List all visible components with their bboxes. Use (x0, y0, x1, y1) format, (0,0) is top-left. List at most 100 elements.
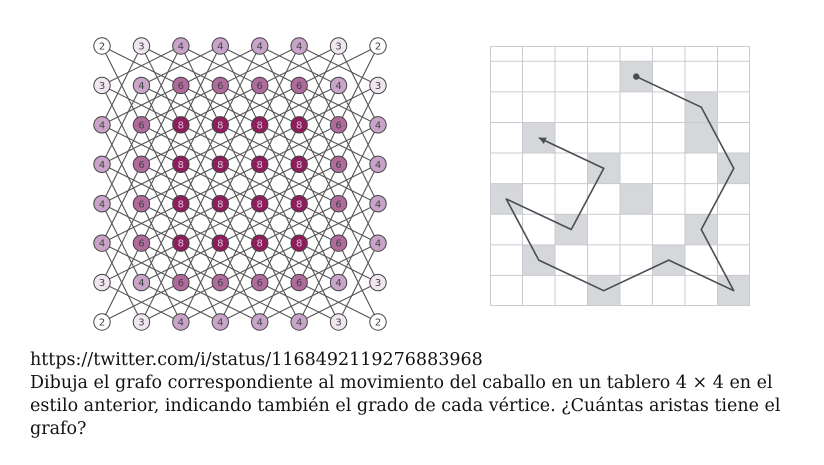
vertex-circle (329, 37, 348, 55)
knight-degree-graph: 2 3 4 4 4 4 3 2 3 4 6 6 6 6 4 3 4 6 8 8 8 8 6 4 4 6 8 8 8 8 6 4 4 6 8 8 8 8 6 4… (93, 37, 387, 331)
vertex-circle (172, 37, 190, 55)
vertex-degree-label: 2 (375, 318, 381, 329)
knight-edge (220, 163, 300, 205)
vertex-degree-label: 6 (138, 160, 144, 171)
knight-edge (140, 45, 182, 126)
vertex: 4 (251, 37, 269, 55)
knight-edge (220, 203, 300, 244)
knight-edge (298, 242, 379, 284)
vertex-circle (290, 234, 308, 252)
knight-edge (140, 85, 182, 165)
knight-edge (298, 242, 340, 323)
vertex-circle (329, 313, 348, 331)
knight-edge (259, 85, 300, 165)
knight-edge (259, 45, 339, 86)
knight-edge (101, 45, 142, 126)
vertex-degree-label: 8 (178, 199, 184, 210)
vertex-degree-label: 3 (375, 278, 381, 289)
vertex-degree-label: 8 (257, 160, 263, 171)
knight-edge (180, 282, 260, 323)
knight-edge (259, 203, 300, 283)
vertex: 6 (251, 76, 269, 95)
vertex: 8 (251, 116, 269, 134)
vertex: 6 (251, 273, 269, 292)
vertex-circle (211, 273, 229, 292)
vertex: 3 (132, 37, 151, 55)
vertex-circle (369, 234, 387, 252)
vertex-degree-label: 6 (138, 239, 144, 250)
vertex-degree-label: 3 (335, 42, 341, 53)
vertex-circle (172, 313, 190, 331)
caption: https://twitter.com/i/status/11684921192… (30, 349, 810, 441)
knight-edge (140, 124, 182, 204)
knight-edge (220, 84, 300, 126)
vertex: 8 (251, 195, 269, 213)
vertex-degree-label: 8 (178, 239, 184, 250)
vertex-degree-label: 8 (296, 239, 302, 250)
vertex-degree-label: 4 (335, 81, 341, 92)
vertex: 4 (369, 155, 387, 173)
vertex: 3 (329, 37, 348, 55)
knight-edge (259, 203, 339, 244)
vertex-degree-label: 4 (99, 239, 105, 250)
vertex-degree-label: 3 (375, 81, 381, 92)
visited-square (620, 183, 653, 215)
knight-edge (141, 203, 221, 244)
vertex-degree-label: 8 (217, 120, 223, 131)
vertex: 6 (132, 234, 151, 252)
vertex-degree-label: 6 (178, 278, 184, 289)
vertex-degree-label: 4 (138, 81, 144, 92)
vertex: 4 (329, 273, 348, 292)
vertex-circle (211, 76, 229, 95)
vertex: 8 (172, 116, 190, 134)
vertex: 6 (211, 76, 229, 95)
board-grid (490, 46, 750, 306)
knight-edge (298, 84, 379, 126)
knight-edge (180, 124, 221, 204)
vertex-degree-label: 4 (178, 318, 184, 329)
knight-edge (140, 242, 182, 323)
knight-move-edges (101, 45, 379, 323)
vertex-degree-label: 6 (178, 81, 184, 92)
vertex: 6 (329, 116, 348, 134)
vertex-circle (211, 313, 229, 331)
exercise-prompt: Dibuja el grafo correspondiente al movim… (30, 373, 781, 439)
vertex: 8 (290, 195, 308, 213)
tour-line (505, 75, 735, 292)
vertex-degree-label: 2 (99, 42, 105, 53)
vertex-circle (132, 37, 151, 55)
vertex: 3 (369, 273, 387, 292)
vertex-circle (369, 116, 387, 134)
vertex-circle (251, 273, 269, 292)
vertex-circle (290, 37, 308, 55)
tour-arrowhead (538, 137, 547, 144)
knight-edge (259, 242, 339, 284)
vertex-circle (369, 195, 387, 213)
knight-edge (298, 45, 379, 86)
knight-edge (180, 124, 260, 165)
knight-edge (101, 84, 182, 126)
vertex-circle (93, 273, 111, 292)
knight-edge (298, 164, 340, 244)
vertex-degree-label: 6 (138, 199, 144, 210)
vertex-degree-label: 4 (138, 278, 144, 289)
vertex-circle (93, 37, 111, 55)
vertex-degree-label: 4 (335, 278, 341, 289)
vertex: 6 (172, 76, 190, 95)
knight-edge (101, 282, 182, 323)
knight-edge (259, 242, 300, 323)
knight-edge (141, 45, 221, 86)
knight-edge (219, 164, 261, 244)
vertex-circle (93, 234, 111, 252)
vertex: 6 (329, 195, 348, 213)
vertex-degree-label: 4 (375, 160, 381, 171)
vertex-degree-label: 6 (138, 120, 144, 131)
vertex: 6 (211, 273, 229, 292)
knight-edge (298, 203, 340, 283)
vertex-circle (93, 155, 111, 173)
vertex-degree-label: 8 (257, 199, 263, 210)
vertex: 4 (211, 37, 229, 55)
knight-edge (338, 85, 379, 165)
vertex: 4 (369, 116, 387, 134)
vertex-circle (211, 155, 229, 173)
